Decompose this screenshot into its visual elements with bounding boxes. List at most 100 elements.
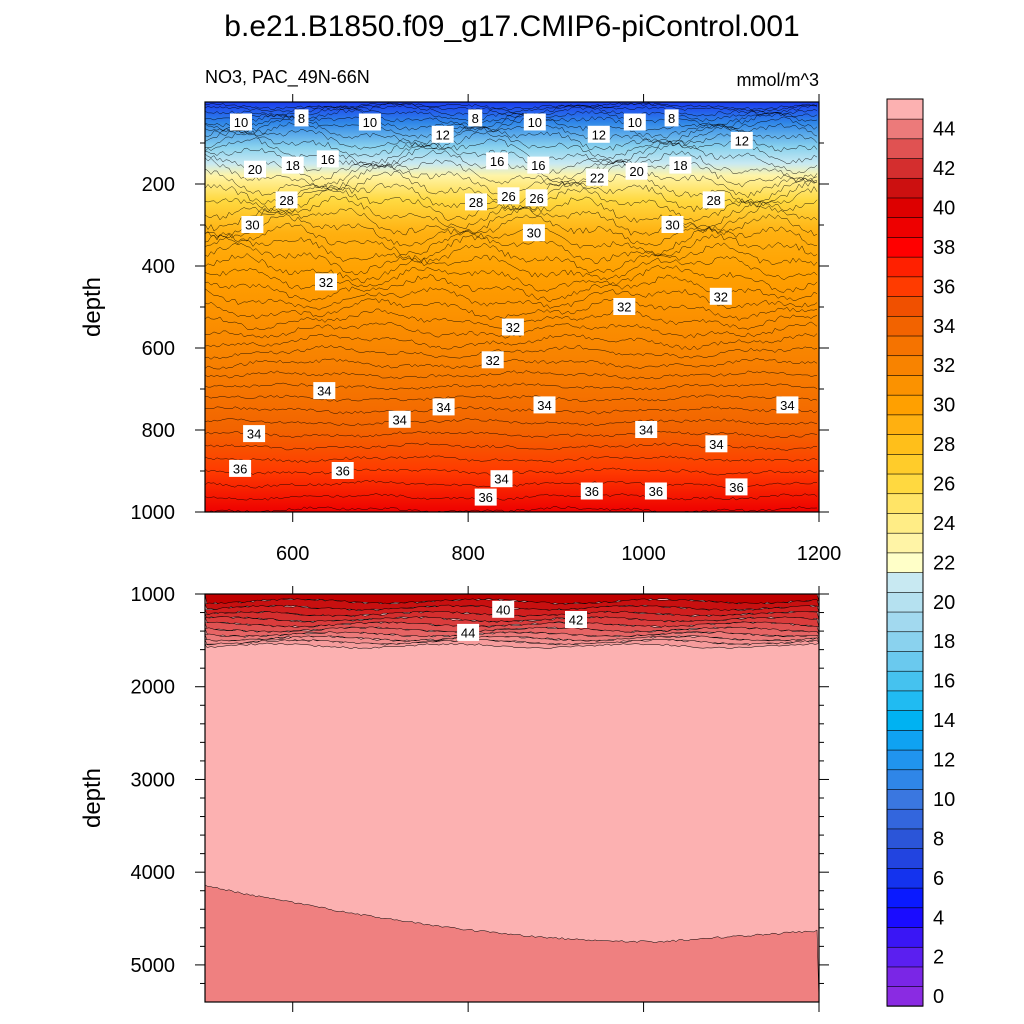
colorbar-label: 34 (933, 316, 955, 338)
colorbar-swatch (886, 315, 924, 337)
colorbar-swatch (886, 453, 924, 475)
contour-label-box (702, 191, 725, 209)
colorbar-swatch (886, 611, 924, 633)
colorbar-swatch (886, 295, 924, 317)
colorbar-label: 38 (933, 237, 955, 259)
contour-band (205, 621, 819, 633)
contour-label-box (625, 162, 648, 180)
contour-label-text: 44 (461, 625, 475, 640)
contour-label-box (431, 125, 454, 143)
colorbar-frame (886, 98, 924, 1007)
contour-label: 8 (664, 109, 679, 127)
contour-label: 16 (486, 152, 509, 170)
colorbar-label: 22 (933, 552, 955, 574)
colorbar-swatch (886, 867, 924, 889)
contour-label-box (492, 600, 515, 618)
contour-label: 20 (625, 162, 648, 180)
contour-label-box (313, 382, 336, 400)
contour-label-text: 30 (527, 226, 541, 241)
contour-line (205, 222, 818, 256)
contour-label-box (230, 113, 252, 131)
contour-label: 8 (468, 109, 483, 127)
contour-label-box (565, 611, 587, 628)
colorbar-swatch (886, 788, 924, 810)
contour-label: 32 (613, 298, 636, 315)
contour-line (205, 253, 818, 284)
contour-label: 32 (501, 318, 524, 336)
contour-line (205, 370, 818, 380)
contour-label: 32 (315, 273, 337, 291)
colorbar-swatch (886, 670, 924, 692)
contour-label: 26 (525, 189, 548, 207)
contour-label-text: 16 (531, 158, 545, 173)
contour-label-box (388, 410, 411, 428)
contour-label: 12 (730, 131, 753, 149)
colorbar-swatch (886, 433, 924, 455)
colorbar-swatch (886, 907, 924, 928)
x-tick-label: 600 (276, 543, 309, 565)
contour-label: 34 (388, 410, 411, 428)
contour-label-box (523, 113, 546, 131)
contour-label-box (275, 191, 298, 209)
colorbar-swatch (886, 473, 924, 495)
colorbar-swatch (886, 769, 924, 790)
contour-line (205, 298, 818, 321)
contour-label-box (635, 421, 658, 438)
colorbar-label: 2 (933, 947, 944, 969)
contour-label: 40 (492, 600, 515, 618)
contour-label: 30 (522, 224, 545, 242)
contour-label-box (241, 216, 264, 233)
colorbar-label: 18 (933, 631, 955, 653)
contour-label-box (533, 396, 556, 414)
contour-label-text: 10 (528, 115, 542, 130)
colorbar-label: 42 (933, 158, 955, 180)
contour-label-text: 28 (706, 193, 720, 208)
contour-label: 30 (241, 216, 264, 233)
colorbar-label: 28 (933, 434, 955, 456)
contour-label: 18 (669, 156, 692, 174)
contour-line (205, 196, 818, 232)
contour-label: 34 (490, 470, 513, 488)
contour-label-text: 36 (729, 480, 743, 495)
contour-label-box (669, 156, 692, 174)
contour-label: 28 (275, 191, 298, 209)
contour-label-box (465, 193, 487, 211)
contour-label-text: 40 (496, 602, 510, 617)
colorbar-swatch (886, 374, 924, 396)
contour-label-text: 26 (529, 191, 543, 206)
colorbar: 0246810121416182022242628303234363840424… (886, 98, 955, 1008)
contour-line (205, 455, 818, 464)
contour-label: 32 (481, 351, 504, 369)
contour-label: 26 (497, 187, 520, 205)
contour-label-text: 36 (649, 484, 663, 499)
contour-label: 16 (316, 150, 339, 168)
contour-label-box (331, 462, 354, 479)
contour-label: 22 (586, 168, 609, 186)
contour-label-box (776, 396, 799, 414)
contour-label-text: 12 (735, 133, 749, 148)
contour-label-box (244, 160, 266, 178)
contour-line (205, 102, 818, 111)
contour-line (205, 125, 818, 151)
colorbar-swatch (886, 138, 924, 159)
y-tick-label: 600 (142, 338, 175, 360)
contour-line (205, 233, 818, 264)
contour-label-text: 10 (363, 115, 377, 130)
colorbar-swatch (886, 394, 924, 416)
contour-label: 34 (635, 421, 658, 438)
contour-line (205, 205, 818, 237)
contour-label-text: 10 (234, 115, 248, 130)
contour-label-box (730, 131, 753, 149)
contour-line (205, 382, 818, 391)
contour-label: 36 (644, 482, 667, 500)
contour-label-box (474, 488, 497, 506)
contour-label-text: 32 (617, 300, 631, 315)
colorbar-swatch (886, 729, 924, 751)
contour-label-text: 36 (585, 484, 599, 499)
contour-line (205, 406, 818, 415)
contour-label-box (527, 156, 550, 174)
colorbar-swatch (886, 157, 924, 179)
colorbar-swatch (886, 98, 924, 120)
contour-line (205, 213, 818, 247)
contour-label-text: 36 (335, 464, 349, 479)
